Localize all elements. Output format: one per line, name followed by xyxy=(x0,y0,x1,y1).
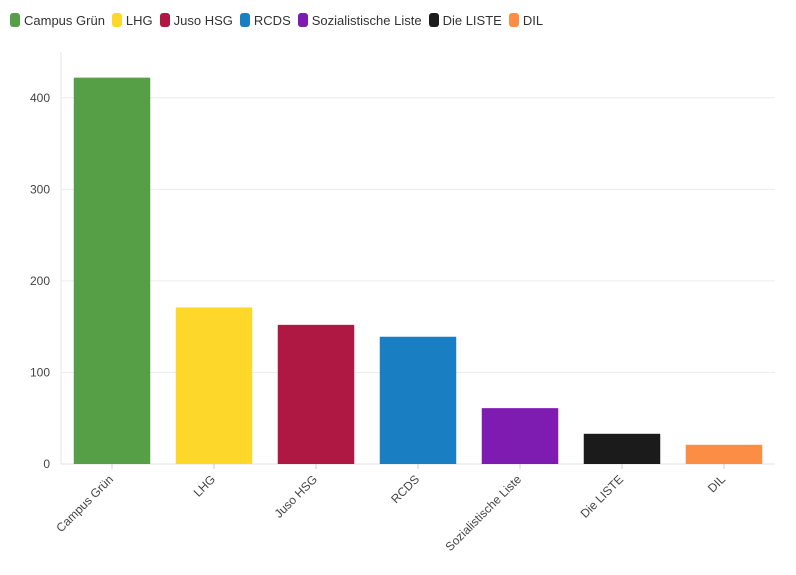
legend-item-sozialistische-liste[interactable]: Sozialistische Liste xyxy=(297,12,422,28)
x-tick-label: DIL xyxy=(705,472,728,495)
y-tick-label: 200 xyxy=(30,274,50,288)
legend-label: Sozialistische Liste xyxy=(311,12,422,28)
x-tick-label: Campus Grün xyxy=(53,472,116,535)
legend-swatch xyxy=(10,13,20,27)
bar-lhg[interactable] xyxy=(175,307,253,464)
legend-label: Juso HSG xyxy=(173,12,233,28)
legend-label: RCDS xyxy=(253,12,291,28)
y-tick-label: 400 xyxy=(30,91,50,105)
x-tick-label: Sozialistische Liste xyxy=(443,472,525,554)
bar-die-liste[interactable] xyxy=(583,433,661,464)
legend-label: DIL xyxy=(522,12,544,28)
x-tick-label: Die LISTE xyxy=(578,472,627,521)
legend-label: Campus Grün xyxy=(24,12,105,28)
legend-swatch xyxy=(111,13,122,27)
legend-item-campus-grun[interactable]: Campus Grün xyxy=(10,13,105,28)
legend-label: Die LISTE xyxy=(442,12,502,28)
bar-sozialistische-liste[interactable] xyxy=(481,408,559,464)
y-tick-label: 100 xyxy=(30,365,50,379)
bar-campus-grun[interactable] xyxy=(73,77,151,464)
legend-swatch xyxy=(297,13,308,27)
legend-swatch xyxy=(159,13,170,27)
x-tick-label: RCDS xyxy=(388,472,422,506)
legend-item-dil[interactable]: DIL xyxy=(508,12,544,28)
legend-label: LHG xyxy=(125,12,153,28)
legend-swatch xyxy=(239,13,250,27)
bar-rcds[interactable] xyxy=(379,336,457,464)
bar-juso-hsg[interactable] xyxy=(277,324,355,464)
y-tick-label: 300 xyxy=(30,182,50,196)
legend: Campus Grün LHG Juso HSG RCDS Sozialistische… xyxy=(10,10,543,30)
x-tick-label: LHG xyxy=(191,472,218,499)
legend-item-die-liste[interactable]: Die LISTE xyxy=(428,12,502,28)
legend-swatch xyxy=(428,13,439,27)
legend-swatch xyxy=(508,13,519,27)
x-tick-label: Juso HSG xyxy=(272,472,321,521)
legend-item-rcds[interactable]: RCDS xyxy=(239,12,291,28)
y-tick-label: 0 xyxy=(43,457,50,471)
legend-item-lhg[interactable]: LHG xyxy=(111,12,153,28)
bar-dil[interactable] xyxy=(685,444,763,464)
legend-item-juso-hsg[interactable]: Juso HSG xyxy=(159,12,233,28)
